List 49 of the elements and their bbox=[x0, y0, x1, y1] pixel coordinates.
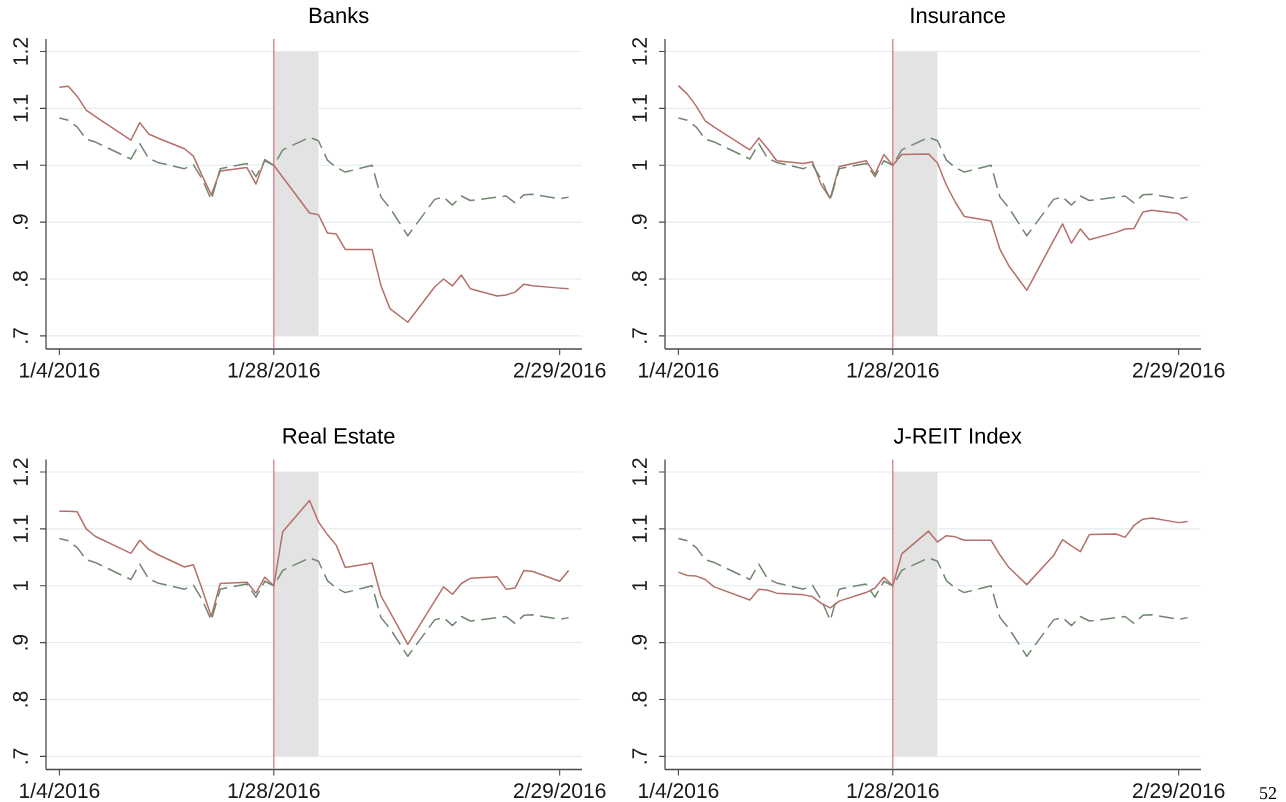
x-tick-label: 2/29/2016 bbox=[514, 782, 606, 799]
y-tick-label: .7 bbox=[13, 328, 28, 343]
y-tick-label: 1.2 bbox=[632, 37, 647, 65]
y-tick-label: .8 bbox=[12, 271, 28, 286]
line-series bbox=[58, 499, 570, 646]
y-tick-label: .7 bbox=[632, 328, 647, 343]
y-tick-label: .9 bbox=[631, 634, 647, 650]
y-tick-label: 1 bbox=[632, 580, 647, 590]
x-tick-label: 1/28/2016 bbox=[228, 782, 320, 799]
line-series bbox=[58, 85, 570, 323]
y-tick-label: .8 bbox=[631, 271, 647, 286]
y-tick-label: 1.2 bbox=[13, 458, 28, 485]
chart-title: J-REIT Index bbox=[893, 427, 1022, 444]
y-tick-label: 1.1 bbox=[632, 94, 647, 122]
chart-title: Banks bbox=[309, 7, 369, 24]
y-tick-label: 1 bbox=[13, 160, 28, 170]
x-tick-label: 1/4/2016 bbox=[639, 362, 719, 378]
x-tick-label: 1/28/2016 bbox=[847, 362, 939, 378]
y-tick-label: 1.1 bbox=[13, 94, 28, 122]
x-tick-label: 1/4/2016 bbox=[20, 782, 100, 799]
x-tick-label: 2/29/2016 bbox=[514, 362, 606, 378]
y-tick-label: .7 bbox=[13, 748, 28, 764]
y-tick-label: .9 bbox=[631, 214, 647, 229]
y-tick-label: 1.2 bbox=[13, 37, 28, 65]
line-series bbox=[677, 517, 1189, 609]
x-tick-label: 1/28/2016 bbox=[228, 362, 320, 378]
y-tick-label: 1 bbox=[632, 160, 647, 170]
y-tick-label: .9 bbox=[12, 214, 28, 229]
text: 52 bbox=[1260, 787, 1277, 800]
y-tick-label: .8 bbox=[631, 691, 647, 707]
x-tick-label: 1/28/2016 bbox=[847, 782, 939, 799]
y-tick-label: .8 bbox=[12, 691, 28, 707]
line-series bbox=[677, 117, 1189, 237]
y-tick-label: 1 bbox=[13, 580, 28, 590]
line-series bbox=[677, 537, 1189, 658]
y-tick-label: 1.2 bbox=[632, 458, 647, 485]
y-tick-label: 1.1 bbox=[13, 515, 28, 542]
y-tick-label: 1.1 bbox=[632, 515, 647, 542]
x-tick-label: 1/4/2016 bbox=[639, 782, 719, 799]
x-tick-label: 2/29/2016 bbox=[1133, 782, 1225, 799]
chart-title: Insurance bbox=[911, 7, 1005, 24]
line-series bbox=[58, 117, 570, 237]
line-series bbox=[58, 537, 570, 658]
x-tick-label: 2/29/2016 bbox=[1133, 362, 1225, 378]
x-tick-label: 1/4/2016 bbox=[20, 362, 100, 378]
chart-title: Real Estate bbox=[283, 427, 395, 444]
line-series bbox=[677, 84, 1189, 292]
y-tick-label: .9 bbox=[12, 634, 28, 650]
y-tick-label: .7 bbox=[632, 748, 647, 764]
